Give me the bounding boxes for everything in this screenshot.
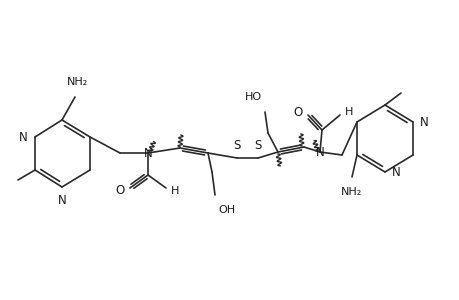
Text: O: O	[293, 106, 302, 118]
Text: HO: HO	[244, 92, 262, 102]
Text: S: S	[233, 139, 240, 152]
Text: NH₂: NH₂	[67, 77, 89, 87]
Text: S: S	[254, 139, 261, 152]
Text: NH₂: NH₂	[341, 187, 362, 197]
Text: N: N	[19, 130, 28, 143]
Text: H: H	[344, 107, 353, 117]
Text: O: O	[116, 184, 125, 197]
Text: OH: OH	[218, 205, 235, 215]
Text: N: N	[315, 146, 324, 158]
Text: N: N	[57, 194, 66, 207]
Text: N: N	[391, 166, 400, 178]
Text: N: N	[419, 116, 428, 128]
Text: N: N	[143, 146, 152, 160]
Text: H: H	[171, 186, 179, 196]
